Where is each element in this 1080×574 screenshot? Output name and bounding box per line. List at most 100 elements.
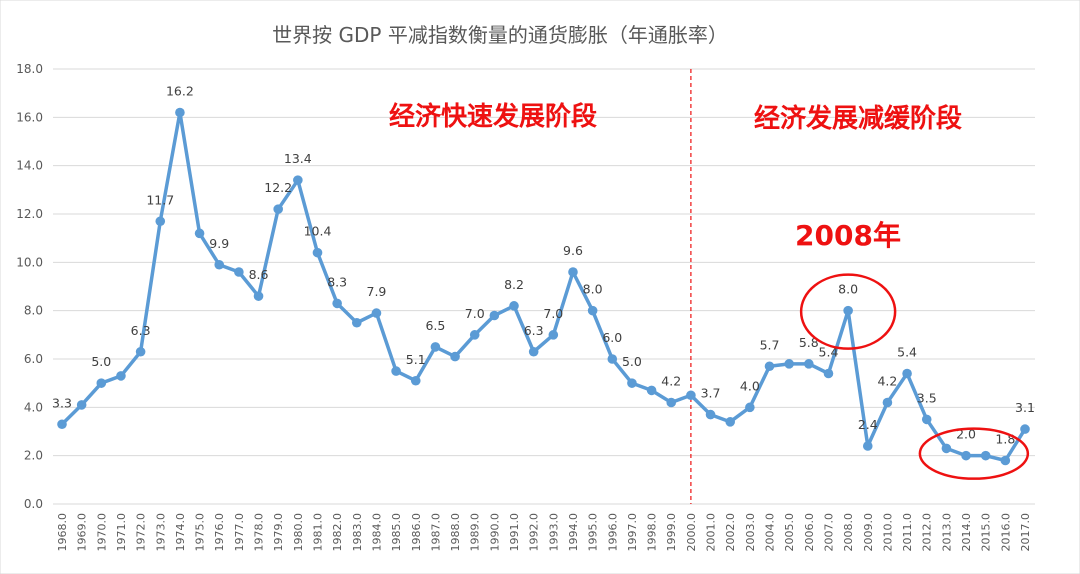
data-label: 5.1 (406, 352, 426, 367)
x-tick-label: 1970.0 (95, 513, 108, 552)
data-point (175, 107, 185, 118)
data-point (234, 267, 244, 277)
x-tick-label: 1991.0 (508, 513, 521, 552)
data-label: 9.6 (563, 243, 583, 258)
x-tick-label: 2014.0 (960, 513, 973, 552)
data-label: 6.3 (524, 323, 544, 338)
x-tick-label: 1984.0 (370, 513, 383, 552)
data-point (450, 351, 460, 362)
x-tick-label: 1985.0 (390, 513, 403, 552)
data-label: 3.1 (1015, 400, 1035, 415)
data-label: 7.9 (367, 284, 387, 299)
y-tick-label: 6.0 (24, 352, 43, 366)
x-tick-label: 1975.0 (194, 513, 207, 552)
data-label: 2.4 (858, 417, 878, 432)
data-point (1000, 455, 1011, 466)
data-point (489, 310, 500, 321)
x-tick-label: 1996.0 (606, 513, 619, 552)
x-tick-label: 1981.0 (311, 513, 324, 552)
x-axis-tick-labels: 1968.0 1969.0 1970.0 1971.0 1972.0 1973.0 1974… (56, 513, 1032, 552)
y-tick-label: 16.0 (16, 110, 43, 124)
x-tick-label: 2008.0 (842, 513, 855, 552)
data-point (214, 259, 225, 270)
data-point (155, 216, 166, 227)
x-tick-label: 1971.0 (115, 513, 128, 552)
data-point (882, 397, 893, 408)
x-tick-label: 2004.0 (764, 513, 777, 552)
x-tick-label: 2000.0 (685, 513, 698, 552)
data-label: 7.0 (465, 306, 485, 321)
inflation-series (57, 107, 1030, 466)
data-point (784, 359, 794, 369)
data-label: 16.2 (166, 84, 194, 99)
x-tick-label: 1982.0 (331, 513, 344, 552)
data-point (1020, 424, 1030, 434)
x-tick-label: 1987.0 (429, 513, 442, 552)
data-point (646, 385, 657, 396)
data-point (391, 366, 401, 376)
x-tick-label: 2011.0 (901, 513, 914, 552)
data-point (902, 368, 912, 379)
x-tick-label: 1979.0 (272, 513, 285, 552)
phase-label-rapid-growth: 经济快速发展阶段 (389, 101, 597, 132)
x-tick-label: 1995.0 (587, 513, 600, 552)
data-label: 8.2 (504, 277, 524, 292)
data-labels: 3.3 5.0 6.3 11.7 16.2 9.9 8.6 12.2 13.4 10.4 8.3 7.… (52, 84, 1035, 447)
data-label: 8.0 (838, 282, 858, 297)
data-label: 5.4 (819, 345, 839, 360)
x-tick-label: 2017.0 (1019, 513, 1032, 552)
data-point (312, 247, 323, 258)
data-label: 6.5 (425, 318, 445, 333)
x-tick-label: 1989.0 (469, 513, 482, 552)
x-tick-label: 1993.0 (547, 513, 560, 552)
x-tick-label: 1999.0 (665, 513, 678, 552)
x-tick-label: 2012.0 (921, 513, 934, 552)
data-label: 5.4 (897, 345, 917, 360)
x-tick-label: 2009.0 (862, 513, 875, 552)
data-point (843, 305, 853, 316)
data-label: 4.2 (877, 374, 897, 389)
data-point (568, 267, 578, 277)
data-point (430, 342, 441, 352)
data-point (57, 419, 67, 430)
data-point (351, 317, 362, 328)
data-point (666, 397, 677, 408)
y-tick-label: 18.0 (16, 62, 43, 76)
x-tick-label: 1974.0 (174, 513, 187, 552)
data-label: 10.4 (304, 224, 332, 239)
data-point (96, 378, 107, 388)
data-point (253, 291, 264, 301)
data-label: 5.0 (91, 354, 111, 369)
data-point (607, 354, 618, 364)
y-tick-label: 14.0 (16, 159, 43, 173)
data-point (371, 308, 382, 318)
data-point (862, 441, 873, 451)
data-point (469, 330, 480, 340)
data-point (980, 450, 991, 461)
y-tick-label: 4.0 (24, 400, 43, 414)
data-point (705, 409, 716, 420)
y-tick-label: 12.0 (16, 207, 43, 221)
y-tick-label: 10.0 (16, 255, 43, 269)
x-tick-label: 2010.0 (881, 513, 894, 552)
x-tick-label: 1978.0 (253, 513, 266, 552)
data-point (509, 301, 519, 311)
data-point (764, 361, 775, 372)
data-point (823, 368, 834, 379)
x-tick-label: 2002.0 (724, 513, 737, 552)
y-tick-label: 2.0 (24, 449, 43, 463)
highlight-circle-2013-2016 (918, 427, 1030, 480)
data-label: 8.6 (249, 267, 269, 282)
x-tick-label: 1997.0 (626, 513, 639, 552)
data-label: 9.9 (209, 236, 229, 251)
data-label: 8.3 (327, 274, 347, 289)
data-point (587, 305, 598, 316)
data-label: 8.0 (583, 282, 603, 297)
x-tick-label: 1992.0 (528, 513, 541, 552)
data-label: 11.7 (146, 192, 174, 207)
data-point (528, 346, 539, 357)
data-point (135, 346, 146, 357)
data-label: 7.0 (543, 306, 563, 321)
